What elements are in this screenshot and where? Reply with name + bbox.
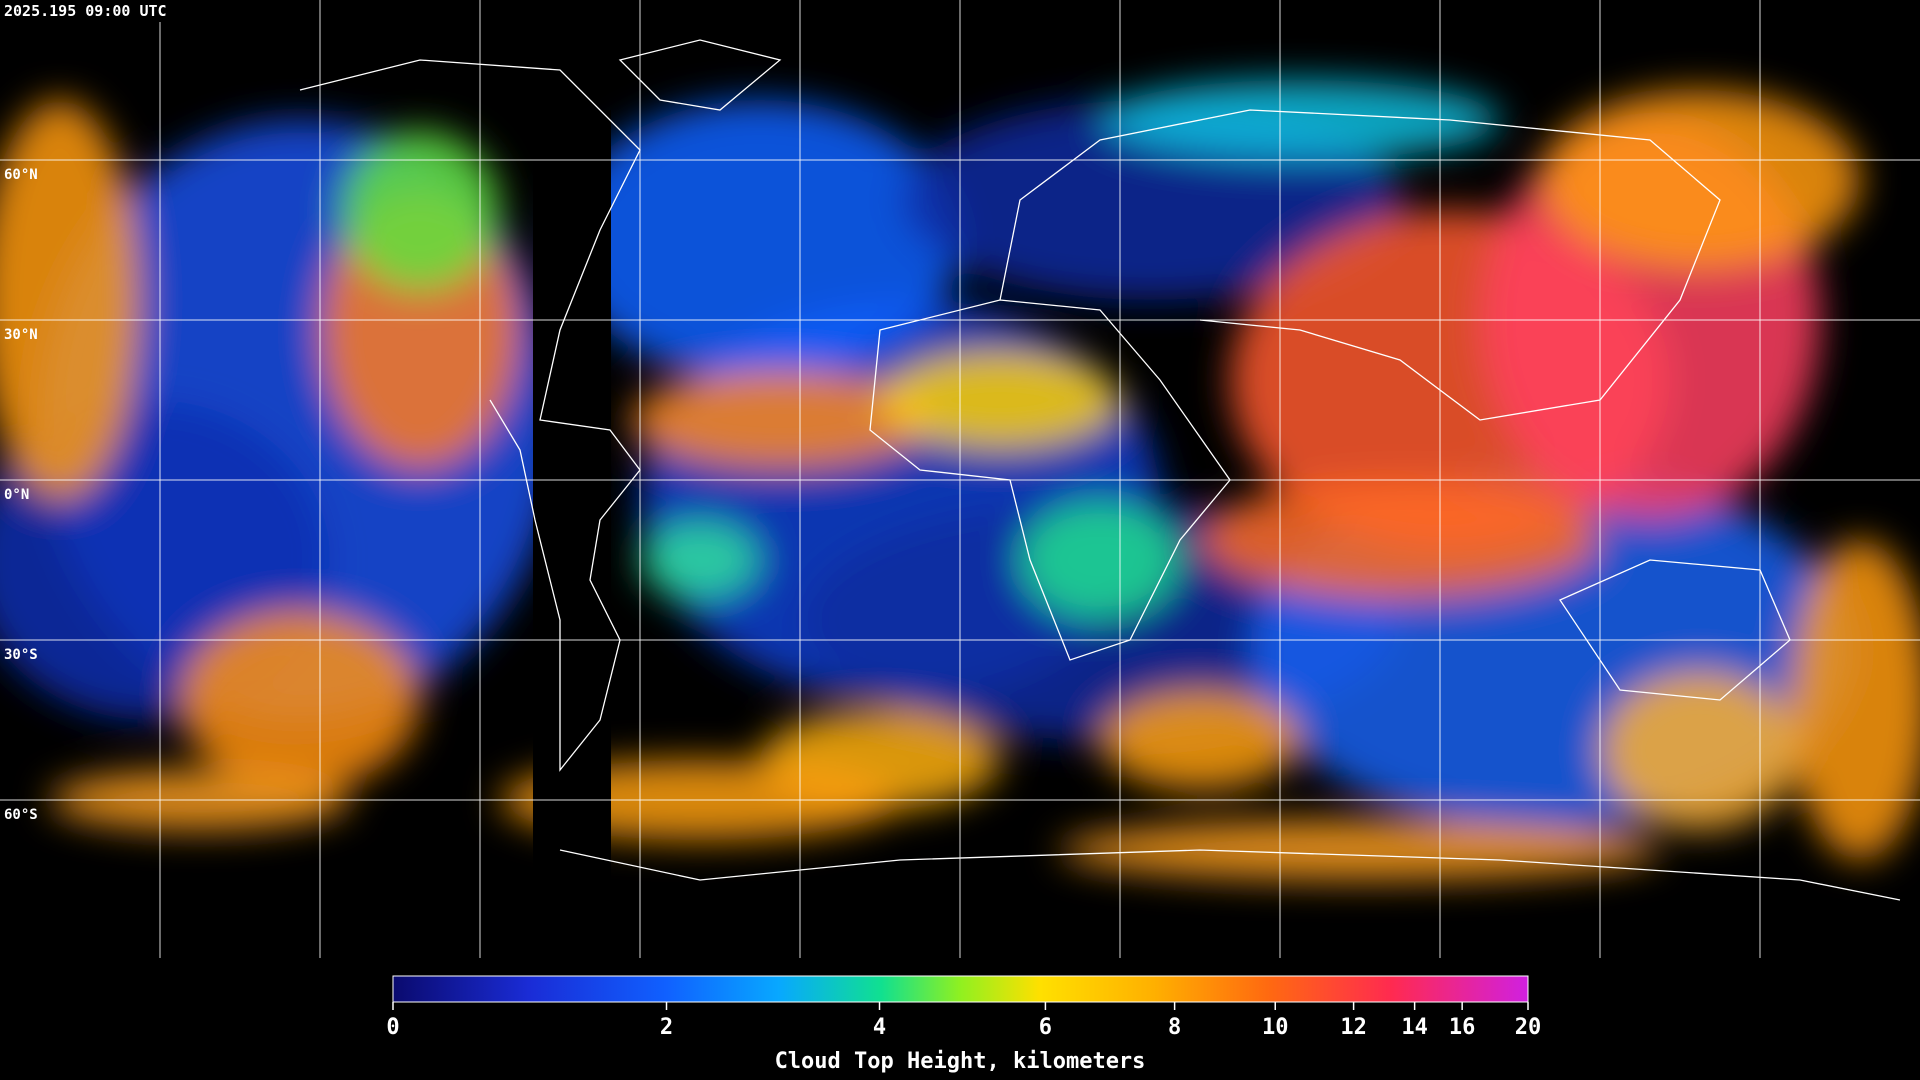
- colorbar-tick-label: 4: [873, 1015, 886, 1040]
- latitude-label: 30°S: [4, 647, 38, 663]
- colorbar-tick-label: 2: [660, 1015, 673, 1040]
- colorbar-tick-label: 16: [1449, 1015, 1476, 1040]
- latitude-label: 60°N: [4, 167, 38, 183]
- coastline: [999, 109, 1721, 421]
- colorbar-title: Cloud Top Height, kilometers: [775, 1049, 1146, 1074]
- cloud-blob: [880, 350, 1120, 450]
- colorbar-tick-label: 14: [1401, 1015, 1428, 1040]
- colorbar: [392, 975, 1529, 1003]
- timestamp: 2025.195 09:00 UTC: [4, 2, 167, 20]
- timestamp-box: [0, 0, 218, 22]
- coastline: [559, 849, 1901, 901]
- cloud-blob: [340, 130, 500, 290]
- colorbar-tick-label: 6: [1039, 1015, 1052, 1040]
- cloud-blob: [1020, 500, 1180, 620]
- cloud-blob: [1100, 690, 1300, 790]
- latitude-label: 0°N: [4, 487, 29, 503]
- colorbar-ticks: 0 2 4 6 8 10 12 14 16 20: [386, 1002, 1541, 1040]
- cloud-blob: [1200, 480, 1600, 600]
- coastline: [299, 59, 641, 772]
- coastline: [618, 39, 782, 111]
- colorbar-tick-label: 8: [1168, 1015, 1181, 1040]
- cloud-blob: [1600, 670, 1800, 830]
- latitude-label: 60°S: [4, 807, 38, 823]
- cloud-blob: [560, 100, 960, 380]
- cloud-blob: [640, 520, 760, 600]
- latitude-label: 30°N: [4, 327, 38, 343]
- cloud-blob: [1790, 540, 1920, 860]
- cloud-blob: [0, 100, 140, 500]
- cloud-blob: [1540, 90, 1860, 270]
- colorbar-tick-label: 12: [1340, 1015, 1367, 1040]
- cloud-blob: [180, 610, 420, 790]
- graticule: 60°N 30°N 0°N 30°S 60°S: [0, 0, 1920, 958]
- cloud-blob: [1060, 820, 1660, 880]
- colorbar-tick-label: 10: [1262, 1015, 1289, 1040]
- coverage-gap: [533, 110, 611, 960]
- cloud-blob: [630, 370, 930, 470]
- colorbar-tick-label: 0: [386, 1015, 399, 1040]
- cloud-blob: [1100, 80, 1500, 160]
- colorbar-tick-label: 20: [1515, 1015, 1542, 1040]
